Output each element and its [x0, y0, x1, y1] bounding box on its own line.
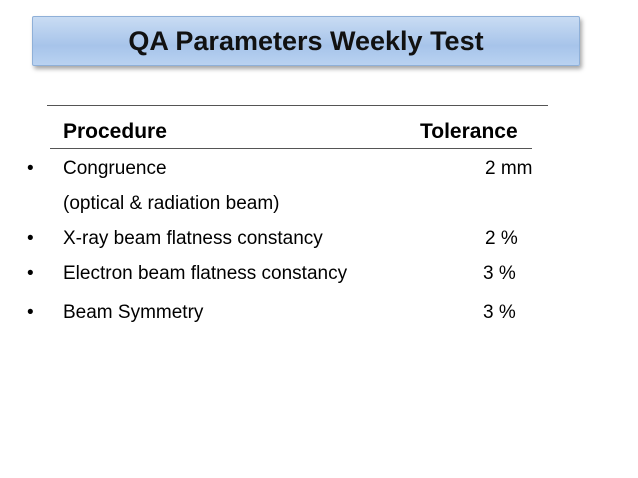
tolerance: 3 %	[483, 302, 516, 323]
top-rule	[47, 105, 548, 106]
bullet: •	[27, 263, 34, 284]
header-procedure: Procedure	[63, 120, 167, 143]
procedure: Congruence	[63, 158, 167, 179]
bullet: •	[27, 228, 34, 249]
tolerance: 2 %	[485, 228, 518, 249]
tolerance: 2 mm	[485, 158, 533, 179]
procedure: X-ray beam flatness constancy	[63, 228, 323, 249]
header-tolerance: Tolerance	[420, 120, 518, 143]
procedure: Electron beam flatness constancy	[63, 263, 348, 284]
procedure-note: (optical & radiation beam)	[63, 193, 280, 214]
title: QA Parameters Weekly Test	[32, 16, 580, 66]
tolerance: 3 %	[483, 263, 516, 284]
bullet: •	[27, 158, 34, 179]
bullet: •	[27, 302, 34, 323]
header-rule	[50, 148, 532, 149]
procedure: Beam Symmetry	[63, 302, 204, 323]
